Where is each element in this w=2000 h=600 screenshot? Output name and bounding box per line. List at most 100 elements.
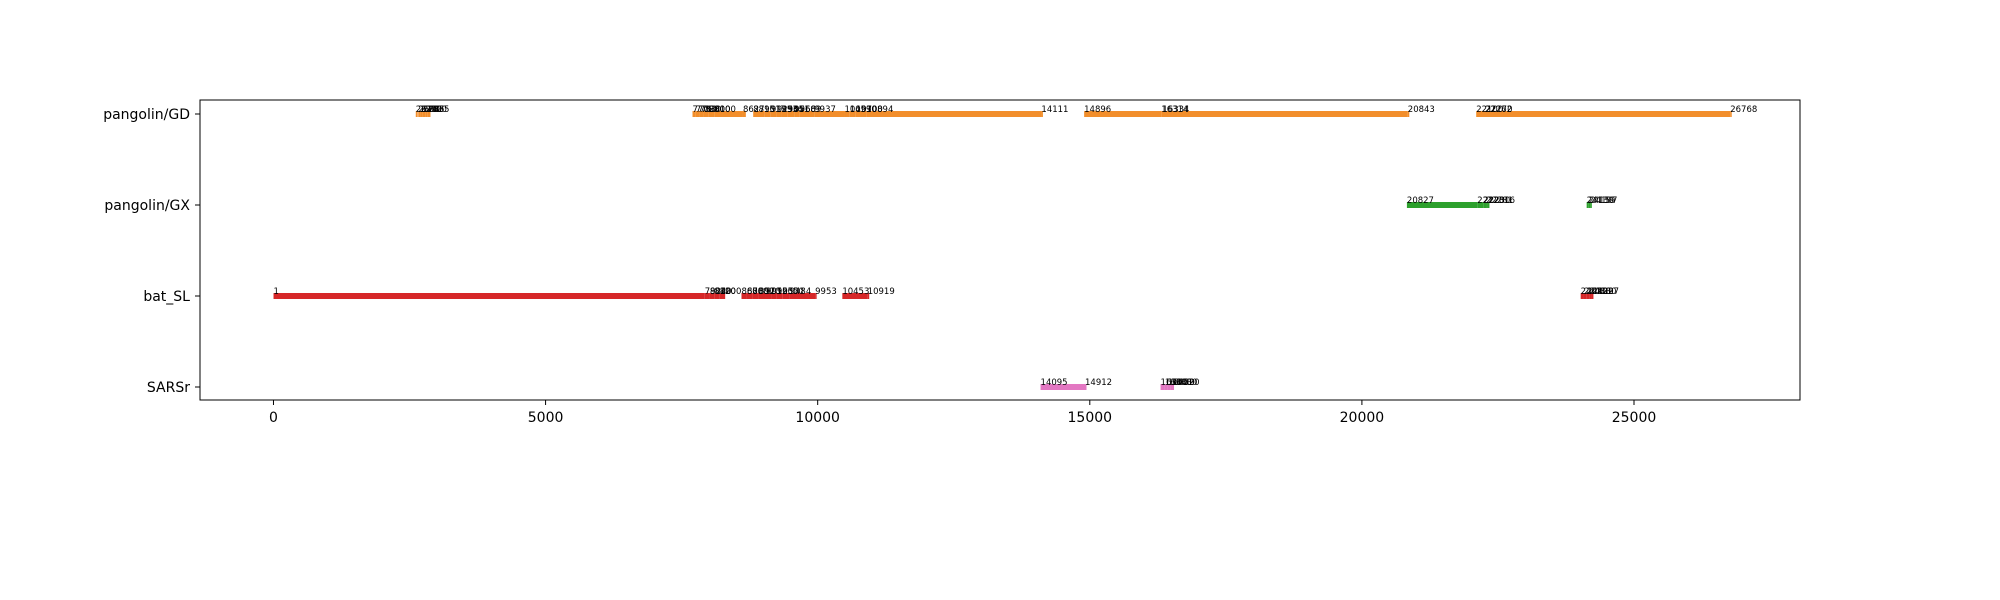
segment-label: 22262 xyxy=(1485,105,1512,115)
segment-bar xyxy=(771,293,777,299)
segment-label: 9568 xyxy=(794,105,816,115)
segment-label: 20827 xyxy=(1407,196,1434,206)
segment-label: 14896 xyxy=(1084,105,1111,115)
segment-label: 22120 xyxy=(1477,196,1504,206)
segment-bar xyxy=(704,293,710,299)
segment-bar xyxy=(1483,202,1487,208)
segment-label: 16430 xyxy=(1168,378,1195,388)
segment-bar xyxy=(814,111,845,117)
segment-bar xyxy=(782,293,790,299)
segment-label: 9250 xyxy=(777,105,799,115)
x-tick-label: 10000 xyxy=(795,410,840,426)
segment-label: 8000 xyxy=(709,105,731,115)
segment-label: 8700 xyxy=(747,287,769,297)
segment-bar xyxy=(746,293,753,299)
segment-bar xyxy=(842,293,868,299)
segment-bar xyxy=(1170,384,1173,390)
segment-bar xyxy=(1583,293,1587,299)
segment-label: 24180 xyxy=(1589,287,1616,297)
segment-label: 7924 xyxy=(705,287,727,297)
segment-label: 7760 xyxy=(696,105,718,115)
segment-bar xyxy=(692,111,696,117)
x-tick-label: 25000 xyxy=(1612,410,1657,426)
segment-bar xyxy=(719,293,726,299)
segment-label: 2835 xyxy=(428,105,450,115)
segment-label: 8100 xyxy=(714,287,736,297)
segment-label: 2615 xyxy=(416,105,438,115)
segment-label: 2790 xyxy=(425,105,447,115)
segment-bar xyxy=(1167,384,1171,390)
segment-label: 22281 xyxy=(1486,196,1513,206)
segment-bar xyxy=(799,111,815,117)
segment-label: 1 xyxy=(274,287,279,297)
segment-label: 8100 xyxy=(714,105,736,115)
segment-label: 16380 xyxy=(1165,378,1192,388)
segment-label: 22230 xyxy=(1483,196,1510,206)
segment-bar xyxy=(273,293,705,299)
y-tick-label: SARSr xyxy=(147,380,190,396)
segment-bar xyxy=(770,111,777,117)
segment-bar xyxy=(709,293,715,299)
segment-bar xyxy=(1407,111,1410,117)
segment-bar xyxy=(1586,293,1590,299)
segment-label: 22100 xyxy=(1476,105,1503,115)
segment-bar xyxy=(866,111,1042,117)
segment-bar xyxy=(1487,202,1490,208)
segment-bar xyxy=(699,111,704,117)
segment-label: 8815 xyxy=(753,105,775,115)
y-tick-label: pangolin/GX xyxy=(104,198,190,214)
x-tick-label: 15000 xyxy=(1068,410,1113,426)
segment-bar xyxy=(1485,111,1731,117)
segment-label: 26768 xyxy=(1730,105,1757,115)
segment-bar xyxy=(1160,384,1165,390)
segment-bar xyxy=(1486,202,1488,208)
segment-bar xyxy=(1164,384,1168,390)
segment-bar xyxy=(781,111,788,117)
segment-label: 9669 xyxy=(800,105,822,115)
segment-label: 7900 xyxy=(703,105,725,115)
y-tick-label: bat_SL xyxy=(143,289,190,305)
segment-bar xyxy=(427,111,431,117)
segment-bar xyxy=(849,111,856,117)
segment-label: 24020 xyxy=(1581,287,1608,297)
segment-label: 9484 xyxy=(790,287,812,297)
segment-label: 9937 xyxy=(814,105,836,115)
segment-bar xyxy=(1085,384,1087,390)
segment-bar xyxy=(776,293,783,299)
segment-bar xyxy=(422,111,426,117)
segment-label: 14095 xyxy=(1041,378,1068,388)
segment-bar xyxy=(1589,293,1592,299)
segment-bar xyxy=(708,111,715,117)
segment-label: 14912 xyxy=(1085,378,1112,388)
segment-label: 24197 xyxy=(1590,196,1617,206)
segment-label: 9150 xyxy=(771,287,793,297)
segment-bar xyxy=(867,293,870,299)
segment-bar xyxy=(1406,202,1478,208)
segment-label: 9350 xyxy=(782,287,804,297)
segment-label: 2745 xyxy=(423,105,445,115)
segment-label: 24227 xyxy=(1592,287,1619,297)
segment-label: 9139 xyxy=(771,105,793,115)
segment-bar xyxy=(415,111,418,117)
segment-label: 2700 xyxy=(420,105,442,115)
segment-label: 24159 xyxy=(1588,196,1615,206)
segment-bar xyxy=(1730,111,1732,117)
segment-bar xyxy=(787,111,795,117)
x-tick-label: 0 xyxy=(269,410,278,426)
segment-label: 24130 xyxy=(1587,287,1614,297)
segment-bar xyxy=(420,111,423,117)
y-axis: pangolin/GD pangolin/GX bat_SL SARSr xyxy=(103,107,200,396)
segment-bar xyxy=(425,111,428,117)
segment-bar xyxy=(1162,111,1408,117)
segment-bar xyxy=(703,111,709,117)
segment-bar xyxy=(1586,202,1589,208)
segment-bar xyxy=(1580,293,1584,299)
segment-bar xyxy=(844,111,850,117)
segment-label: 8920 xyxy=(759,287,781,297)
segment-label: 24080 xyxy=(1584,287,1611,297)
segment-label: 8627 xyxy=(743,105,765,115)
segment-bar xyxy=(1476,111,1486,117)
segment-bar xyxy=(855,111,867,117)
segment-label: 16314 xyxy=(1161,105,1188,115)
